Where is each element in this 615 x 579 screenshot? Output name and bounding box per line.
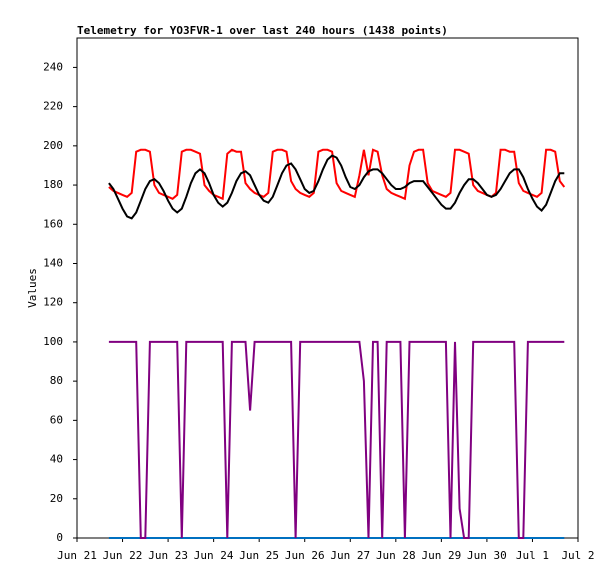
x-tick-label: Jun 24: [194, 549, 234, 562]
x-tick-label: Jun 27: [330, 549, 370, 562]
y-tick-label: 40: [50, 453, 63, 466]
series-line: [108, 340, 565, 539]
x-tick-label: Jun 30: [467, 549, 507, 562]
y-tick-label: 20: [50, 492, 63, 505]
series-line: [108, 154, 565, 220]
x-tick-label: Jun 21: [57, 549, 97, 562]
y-tick-label: 100: [43, 335, 63, 348]
y-tick-label: 60: [50, 413, 63, 426]
y-tick-label: 80: [50, 374, 63, 387]
y-tick-label: 180: [43, 178, 63, 191]
x-tick-label: Jul 1: [516, 549, 549, 562]
x-tick-label: Jun 26: [285, 549, 325, 562]
y-tick-label: 200: [43, 139, 63, 152]
x-tick-label: Jun 22: [103, 549, 143, 562]
y-tick-label: 240: [43, 60, 63, 73]
y-tick-label: 0: [56, 531, 63, 544]
x-tick-label: Jun 25: [239, 549, 279, 562]
x-tick-label: Jul 2: [561, 549, 594, 562]
y-tick-label: 120: [43, 296, 63, 309]
y-tick-label: 160: [43, 217, 63, 230]
x-tick-label: Jun 29: [421, 549, 461, 562]
y-tick-label: 140: [43, 256, 63, 269]
x-tick-label: Jun 23: [148, 549, 188, 562]
chart-title: Telemetry for YO3FVR-1 over last 240 hou…: [77, 24, 448, 37]
y-axis-label: Values: [26, 268, 39, 308]
y-tick-label: 220: [43, 100, 63, 113]
x-tick-label: Jun 28: [376, 549, 416, 562]
